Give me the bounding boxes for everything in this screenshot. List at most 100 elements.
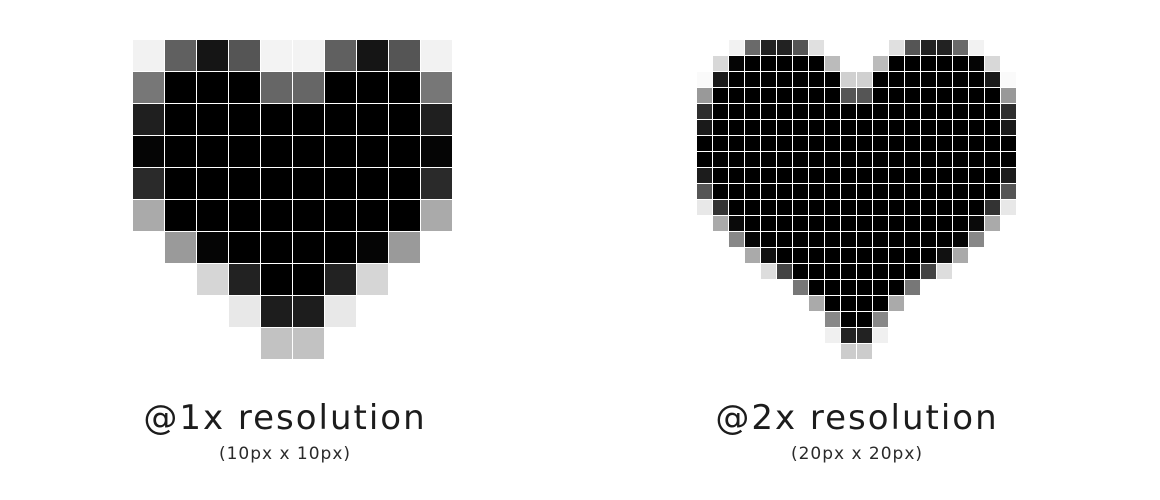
pixel-cell [841, 120, 856, 135]
pixel-cell [905, 168, 920, 183]
pixel-cell [713, 264, 728, 279]
pixel-cell [777, 312, 792, 327]
pixel-cell [857, 328, 872, 343]
pixel-cell [953, 88, 968, 103]
pixel-cell [953, 296, 968, 311]
pixel-cell [841, 184, 856, 199]
pixel-cell [953, 200, 968, 215]
pixel-cell [921, 328, 936, 343]
pixel-cell [197, 72, 228, 103]
pixel-cell [793, 328, 808, 343]
pixel-cell [293, 296, 324, 327]
pixel-cell [937, 216, 952, 231]
pixel-cell [133, 296, 164, 327]
pixel-cell [937, 248, 952, 263]
pixel-cell [729, 136, 744, 151]
pixel-cell [729, 56, 744, 71]
pixel-cell [713, 312, 728, 327]
pixel-cell [969, 152, 984, 167]
pixel-cell [953, 72, 968, 87]
pixel-cell [1001, 232, 1016, 247]
pixel-cell [905, 264, 920, 279]
pixel-cell [1001, 152, 1016, 167]
pixel-cell [841, 168, 856, 183]
pixel-cell [857, 184, 872, 199]
pixel-cell [921, 248, 936, 263]
pixel-cell [197, 200, 228, 231]
pixel-cell [1001, 264, 1016, 279]
pixel-cell [729, 72, 744, 87]
pixel-cell [937, 296, 952, 311]
pixel-cell [761, 280, 776, 295]
pixel-cell [825, 280, 840, 295]
pixel-cell [889, 216, 904, 231]
pixel-cell [905, 56, 920, 71]
pixel-cell [985, 72, 1000, 87]
pixel-cell [857, 88, 872, 103]
pixel-cell [985, 184, 1000, 199]
pixel-cell [229, 200, 260, 231]
pixel-cell [985, 152, 1000, 167]
pixel-cell [133, 264, 164, 295]
pixel-cell [857, 56, 872, 71]
figure-2x-title: @2x resolution [715, 398, 999, 438]
pixel-cell [953, 248, 968, 263]
pixel-cell [905, 40, 920, 55]
pixel-cell [713, 72, 728, 87]
pixel-cell [905, 120, 920, 135]
figure-2x: @2x resolution (20px x 20px) [580, 0, 1160, 500]
pixel-cell [697, 56, 712, 71]
pixel-cell [905, 280, 920, 295]
pixel-cell [809, 216, 824, 231]
pixel-cell [889, 328, 904, 343]
pixel-cell [921, 264, 936, 279]
pixel-cell [825, 344, 840, 359]
figure-1x-title: @1x resolution [143, 398, 427, 438]
pixel-cell [809, 152, 824, 167]
pixel-cell [889, 184, 904, 199]
pixel-cell [389, 40, 420, 71]
pixel-cell [229, 40, 260, 71]
pixel-cell [937, 104, 952, 119]
pixel-cell [857, 264, 872, 279]
pixel-cell [953, 120, 968, 135]
pixel-cell [841, 328, 856, 343]
pixel-cell [421, 232, 452, 263]
pixel-cell [357, 72, 388, 103]
pixel-cell [969, 296, 984, 311]
pixel-cell [761, 168, 776, 183]
pixel-cell [325, 264, 356, 295]
pixel-cell [729, 40, 744, 55]
pixel-cell [1001, 312, 1016, 327]
pixel-cell [905, 344, 920, 359]
pixel-cell [793, 40, 808, 55]
pixel-cell [697, 296, 712, 311]
pixel-cell [357, 200, 388, 231]
pixel-cell [389, 136, 420, 167]
pixel-cell [389, 104, 420, 135]
pixel-cell [389, 168, 420, 199]
pixel-cell [969, 184, 984, 199]
pixel-cell [841, 216, 856, 231]
pixel-cell [841, 56, 856, 71]
pixel-cell [857, 152, 872, 167]
pixel-cell [325, 136, 356, 167]
pixel-cell [421, 168, 452, 199]
pixel-cell [937, 152, 952, 167]
pixel-cell [937, 328, 952, 343]
pixel-cell [921, 136, 936, 151]
pixel-cell [985, 40, 1000, 55]
pixel-cell [325, 104, 356, 135]
pixel-cell [953, 264, 968, 279]
pixel-cell [969, 344, 984, 359]
pixel-cell [873, 312, 888, 327]
pixel-cell [229, 168, 260, 199]
pixel-cell [953, 344, 968, 359]
pixel-cell [197, 264, 228, 295]
pixel-cell [969, 136, 984, 151]
pixel-cell [777, 168, 792, 183]
pixel-cell [793, 152, 808, 167]
pixel-cell [389, 72, 420, 103]
pixel-cell [777, 184, 792, 199]
pixel-cell [809, 88, 824, 103]
